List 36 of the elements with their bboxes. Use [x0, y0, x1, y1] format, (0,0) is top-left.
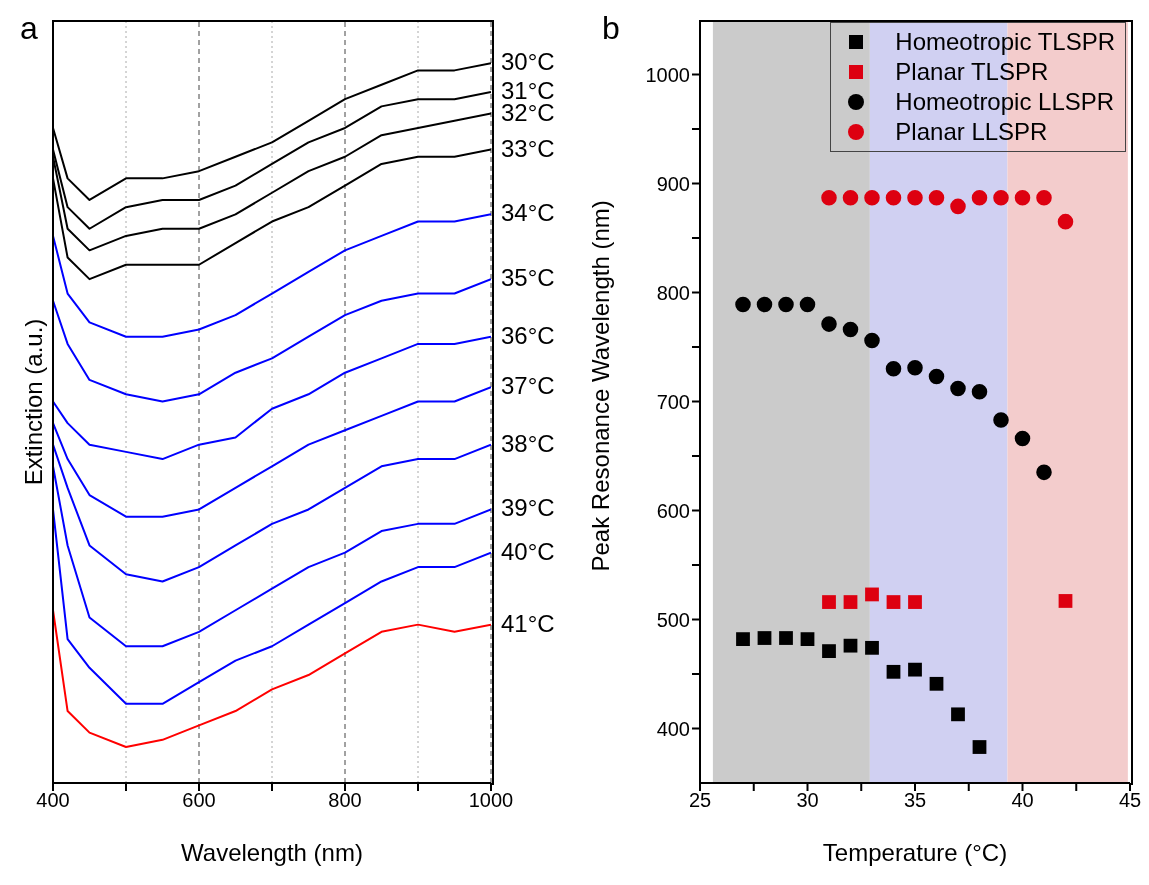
series-label: 30°C: [501, 48, 555, 76]
y-axis-title: Extinction (a.u.): [20, 318, 48, 485]
y-tick-label: 500: [656, 608, 690, 631]
series-label: 38°C: [501, 429, 555, 457]
x-tick-label: 800: [328, 789, 362, 812]
x-tick-label: 600: [182, 789, 216, 812]
legend-label: Homeotropic LLSPR: [895, 87, 1115, 117]
series-label: 35°C: [501, 264, 555, 292]
series-label: 39°C: [501, 494, 555, 522]
legend-label: Homeotropic TLSPR: [895, 27, 1115, 57]
y-axis-title: Peak Resonance Wavelength (nm): [586, 200, 614, 572]
series-label: 40°C: [501, 537, 555, 565]
y-tick-label: 400: [656, 717, 690, 740]
x-tick-label: 35: [903, 789, 927, 812]
x-axis-title: Temperature (°C): [822, 839, 1008, 866]
text: a: [20, 10, 38, 47]
x-tick-label: 1000: [468, 789, 514, 812]
x-tick-label: 45: [1118, 789, 1142, 812]
x-tick-label: 40: [1011, 789, 1034, 812]
series-label: 34°C: [501, 199, 555, 227]
x-tick-label: 30: [796, 789, 819, 812]
y-tick-label: 1000: [645, 63, 690, 86]
series-label: 33°C: [501, 134, 555, 162]
y-tick-label: 800: [656, 281, 690, 304]
x-tick-label: 25: [688, 789, 712, 812]
legend-label: Planar LLSPR: [895, 117, 1048, 147]
series-label: 37°C: [501, 372, 555, 400]
series-label: 41°C: [501, 609, 555, 637]
text: b: [602, 10, 620, 47]
x-tick-label: 400: [36, 789, 70, 812]
y-tick-label: 600: [656, 499, 690, 522]
x-axis-title: Wavelength (nm): [181, 839, 363, 866]
y-tick-label: 900: [656, 172, 690, 195]
y-tick-label: 700: [656, 390, 690, 413]
legend-label: Planar TLSPR: [895, 57, 1049, 87]
series-label: 36°C: [501, 321, 555, 349]
